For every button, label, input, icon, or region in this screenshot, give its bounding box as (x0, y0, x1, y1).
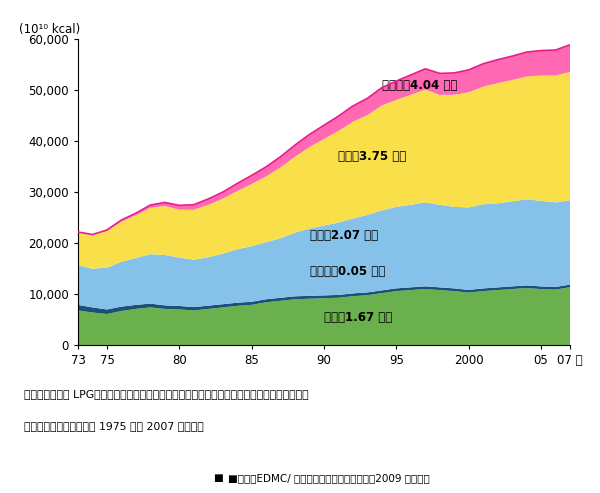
Text: （注２）太陽熱の伸びは 1975 年と 2007 年の比較: （注２）太陽熱の伸びは 1975 年と 2007 年の比較 (24, 421, 204, 431)
Text: (10¹⁰ kcal): (10¹⁰ kcal) (19, 23, 80, 36)
Text: ガス（2.07 倍）: ガス（2.07 倍） (310, 229, 377, 242)
Text: 石炭等（0.05 倍）: 石炭等（0.05 倍） (310, 265, 385, 278)
Text: 1973→2007 年　全体 2.32 倍: 1973→2007 年 全体 2.32 倍 (355, 24, 527, 37)
Text: （注１）ガスは LPG、都市ガスの合計。石炭等は、石炭、練豆炭、薪、木炭、その他の合計。: （注１）ガスは LPG、都市ガスの合計。石炭等は、石炭、練豆炭、薪、木炭、その他… (24, 389, 308, 399)
Text: 太陽熱（4.04 倍）: 太陽熱（4.04 倍） (382, 79, 457, 92)
Text: 電力（3.75 倍）: 電力（3.75 倍） (338, 150, 407, 163)
Text: 灯油（1.67 倍）: 灯油（1.67 倍） (324, 311, 392, 323)
Text: ■: ■ (213, 473, 223, 483)
Text: ■出典：EDMC/ エネルギー・経済統計要覧（2009 年度版）: ■出典：EDMC/ エネルギー・経済統計要覧（2009 年度版） (228, 473, 430, 483)
